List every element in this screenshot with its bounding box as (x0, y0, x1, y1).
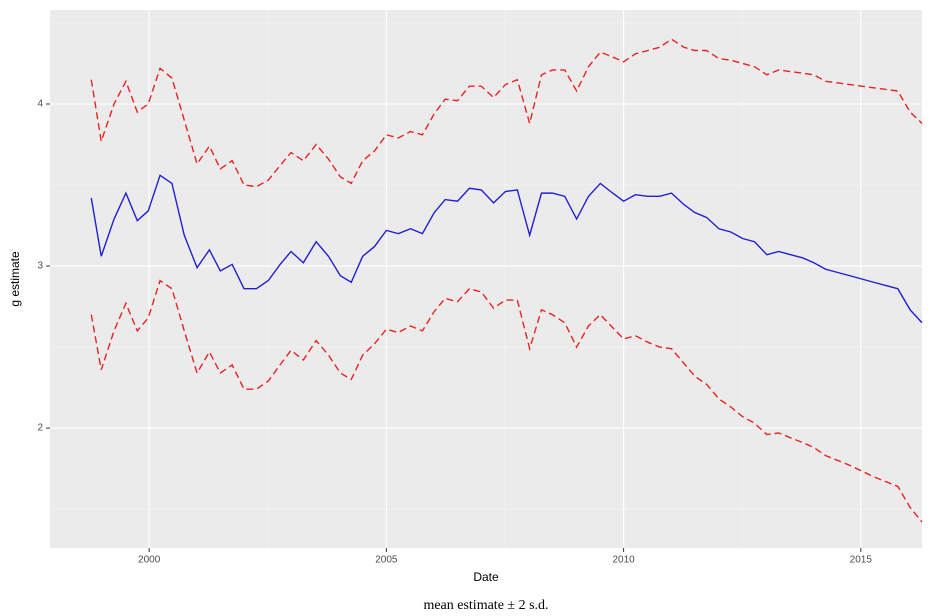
panel (50, 10, 922, 548)
x-tick-label: 2005 (375, 555, 398, 566)
series-line (90, 279, 923, 523)
x-tick-label: 2000 (138, 555, 161, 566)
series-line (90, 38, 923, 188)
x-tick-label: 2010 (612, 555, 635, 566)
y-tick-label: 3 (37, 261, 43, 272)
x-tick-label: 2015 (850, 555, 873, 566)
y-tick-label: 2 (37, 423, 43, 434)
caption: mean estimate ± 2 s.d. (423, 598, 548, 613)
y-axis-title: g estimate (8, 251, 22, 307)
y-tick-label: 4 (37, 99, 43, 110)
series-line (90, 174, 923, 324)
x-axis-title: Date (473, 570, 499, 584)
